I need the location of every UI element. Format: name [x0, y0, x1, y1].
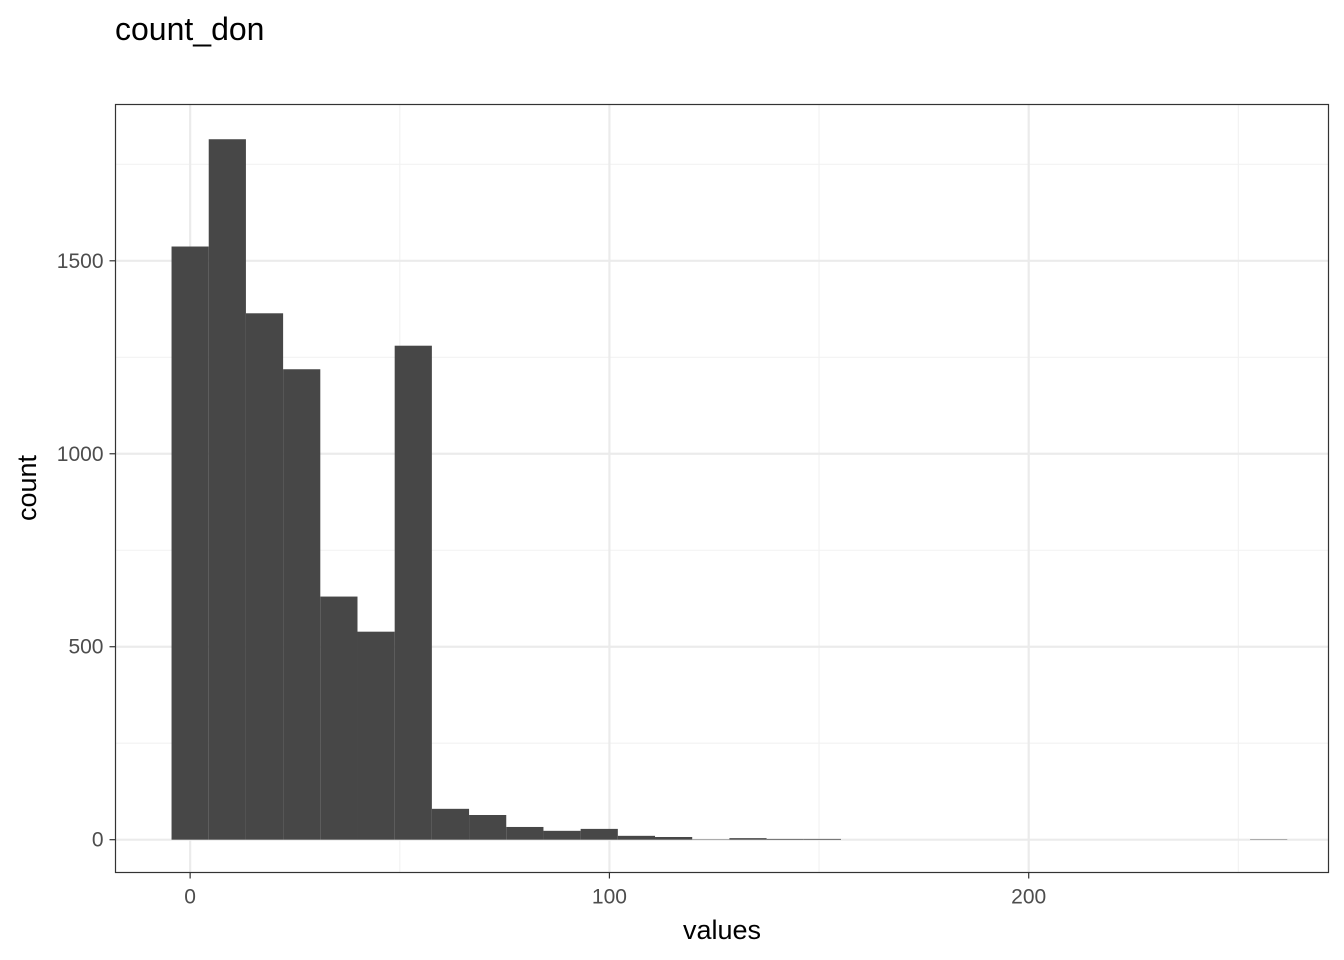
x-tick-label: 100	[592, 886, 627, 909]
histogram-bar-15	[729, 838, 767, 840]
histogram-bar-10	[543, 830, 581, 840]
histogram-bars	[171, 139, 1288, 840]
x-tick-label: 0	[184, 886, 196, 909]
histogram-bar-5	[357, 631, 395, 840]
y-axis-label: count	[12, 454, 42, 521]
y-tick-label: 1000	[57, 443, 104, 466]
y-tick-label: 1500	[57, 250, 104, 273]
histogram-bar-7	[431, 808, 470, 840]
histogram-bar-16	[766, 838, 804, 840]
x-axis-label: values	[683, 915, 761, 945]
x-tick-label: 200	[1011, 886, 1046, 909]
histogram-bar-12	[617, 835, 656, 840]
histogram-bar-2	[245, 313, 284, 840]
histogram-bar-1	[208, 139, 246, 840]
histogram-bar-11	[580, 828, 618, 840]
x-axis-ticks: 0 100 200	[184, 872, 1046, 909]
histogram-bar-6	[394, 345, 432, 840]
histogram-bar-8	[469, 814, 507, 840]
y-tick-label: 0	[92, 829, 104, 852]
chart-title: count_don	[115, 11, 264, 47]
y-axis-ticks: 0 500 1000 1500	[57, 250, 116, 852]
histogram-bar-0	[171, 246, 209, 840]
y-tick-label: 500	[68, 636, 103, 659]
histogram-bar-13	[655, 836, 693, 840]
histogram-bar-17	[803, 838, 841, 840]
histogram-bar-3	[283, 369, 321, 840]
panel-border	[114, 103, 1330, 874]
histogram-bar-9	[506, 826, 544, 840]
histogram-bar-4	[320, 596, 358, 840]
